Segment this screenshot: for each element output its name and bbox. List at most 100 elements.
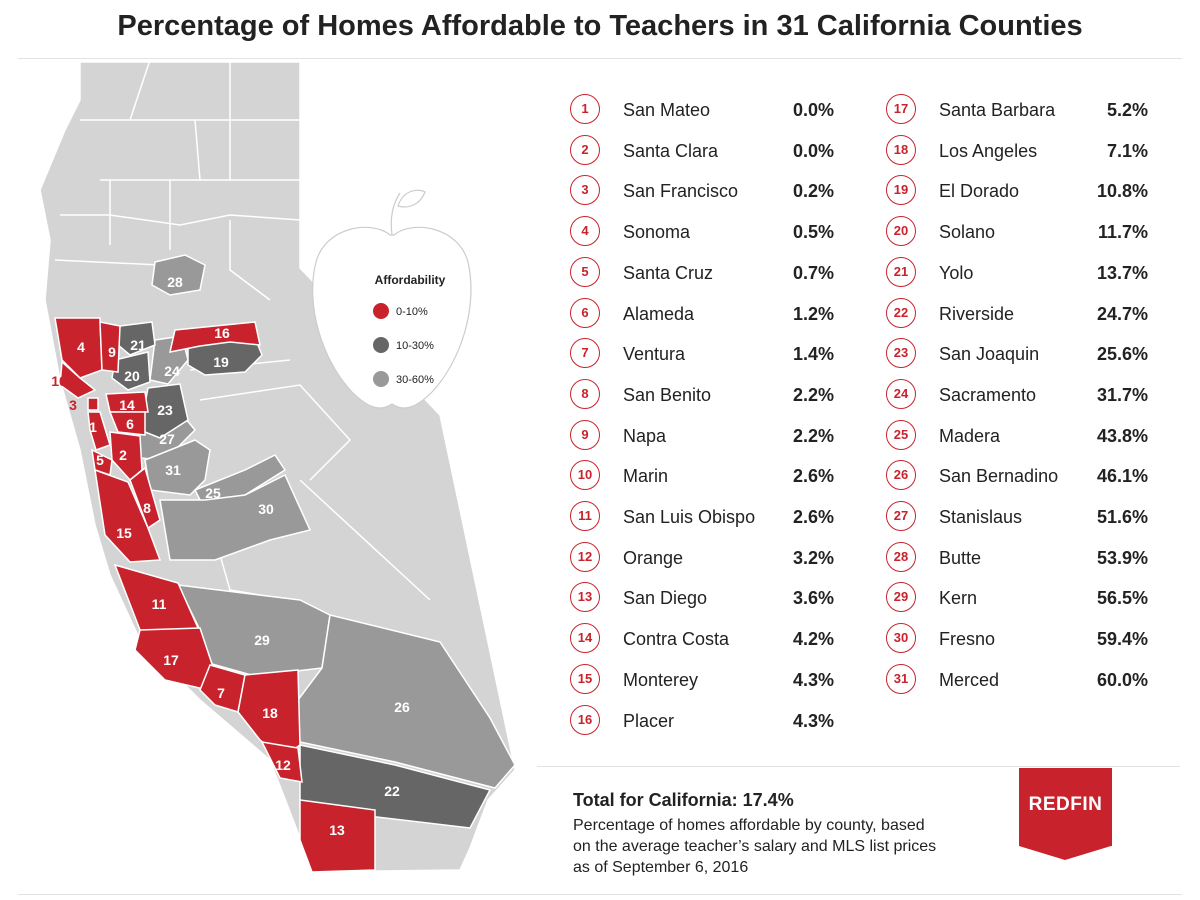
rank-badge: 29 [886,582,916,613]
rank-badge: 3 [570,175,600,206]
county-name: Kern [939,588,978,609]
county-30-fresno [159,473,312,561]
rank-badge: 30 [886,623,916,654]
rank-badge: 7 [570,338,600,369]
county-8-san-benito [129,466,161,530]
rank-badge: 13 [570,582,600,613]
county-name: San Luis Obispo [623,507,756,527]
county-number-labels: 28 16 19 4 9 21 24 20 10 3 14 23 1 6 27 … [51,274,410,838]
county-name: Ventura [623,344,686,365]
county-name: Alameda [623,303,695,324]
rank-badge: 4 [570,216,600,247]
county-row: 22 Riverside 24.7% [886,296,1186,330]
county-name: San Francisco [623,181,739,202]
county-name: Santa Clara [623,140,719,161]
rank-badge: 11 [570,501,600,531]
county-name: Fresno [939,629,996,650]
page-title: Percentage of Homes Affordable to Teache… [117,10,1083,42]
county-name: Riverside [939,303,1015,324]
county-16-placer [169,321,261,353]
county-row: 28 Butte 53.9% [886,540,1186,574]
map-label-23: 23 [157,402,173,418]
county-9-napa [99,321,121,373]
county-percentage: 7.1% [1106,140,1148,161]
county-percentage: 46.1% [1096,466,1148,487]
total-california: Total for California: 17.4% [573,790,794,810]
county-row: 3 San Francisco 0.2% [570,173,870,207]
county-percentage: 60.0% [1096,669,1148,690]
map-label-8: 8 [143,500,151,516]
map-label-10: 10 [51,373,67,389]
county-name: Marin [623,466,669,487]
county-percentage: 2.6% [792,507,834,527]
county-percentage: 31.7% [1096,384,1148,405]
county-percentage: 0.7% [792,262,834,283]
county-percentage: 51.6% [1096,507,1148,527]
legend-title: Affordability [375,273,446,287]
rank-badge: 16 [570,704,600,735]
county-row: 19 El Dorado 10.8% [886,173,1186,207]
county-26-san-bernardino [297,614,516,789]
county-percentage: 43.8% [1096,425,1148,446]
footer-description: Percentage of homes affordable by county… [573,815,1013,878]
county-12-orange [260,741,303,783]
county-percentage: 1.2% [792,303,834,324]
county-percentage: 3.2% [792,547,834,568]
county-percentage: 1.4% [792,344,834,365]
footer-desc-line: on the average teacher’s salary and MLS … [573,838,937,855]
county-3-san-francisco [87,397,99,411]
county-name: El Dorado [939,181,1020,202]
county-percentage: 11.7% [1097,222,1148,243]
footer: Total for California: 17.4% Percentage o… [573,790,1013,878]
rank-badge: 19 [886,175,916,206]
rank-badge: 1 [570,94,600,124]
county-row: 13 San Diego 3.6% [570,580,870,614]
county-name: Los Angeles [939,140,1038,161]
legend-swatch-mid [373,371,389,387]
rank-badge: 12 [570,541,600,572]
county-row: 25 Madera 43.8% [886,418,1186,452]
county-row: 29 Kern 56.5% [886,580,1186,614]
map-label-22: 22 [384,783,400,799]
county-percentage: 0.0% [792,100,834,120]
county-row: 16 Placer 4.3% [570,703,870,737]
county-name: Contra Costa [623,629,730,650]
county-name: San Diego [623,588,708,609]
county-15-monterey [94,468,162,563]
map-label-15: 15 [116,525,132,541]
apple-legend: Affordability 0-10% 10-30% 30-60% [312,189,472,409]
county-row: 14 Contra Costa 4.2% [570,621,870,655]
map-label-12: 12 [275,757,291,773]
map-label-26: 26 [394,699,410,715]
county-name: Santa Barbara [939,100,1056,120]
footer-desc-line: Percentage of homes affordable by county… [573,817,925,834]
county-percentage: 2.2% [792,425,834,446]
county-name: Butte [939,547,982,568]
rank-badge: 6 [570,297,600,328]
county-name: San Joaquin [939,344,1040,365]
county-percentage: 4.3% [792,710,834,731]
county-percentage: 10.8% [1096,181,1148,202]
rank-badge: 14 [570,623,600,654]
county-row: 1 San Mateo 0.0% [570,92,870,126]
county-name: Stanislaus [939,507,1023,527]
rank-badge: 9 [570,419,600,450]
map-label-25: 25 [205,485,221,501]
legend-label-10-30: 10-30% [396,340,434,352]
map-label-11: 11 [152,596,167,612]
map-label-30: 30 [258,501,274,517]
rank-badge: 31 [886,663,916,694]
footer-desc-line: as of September 6, 2016 [573,859,749,876]
county-percentage: 3.6% [792,588,834,609]
rank-badge: 27 [886,501,916,531]
county-row: 21 Yolo 13.7% [886,255,1186,289]
rank-badge: 21 [886,256,916,287]
county-name: Merced [939,669,1000,690]
county-percentage: 5.2% [1106,100,1148,120]
county-percentage: 56.5% [1096,588,1148,609]
county-row: 26 San Bernadino 46.1% [886,458,1186,492]
map-label-17: 17 [163,652,179,668]
map-label-3: 3 [69,397,77,413]
county-name: Sacramento [939,384,1037,405]
county-row: 4 Sonoma 0.5% [570,214,870,248]
